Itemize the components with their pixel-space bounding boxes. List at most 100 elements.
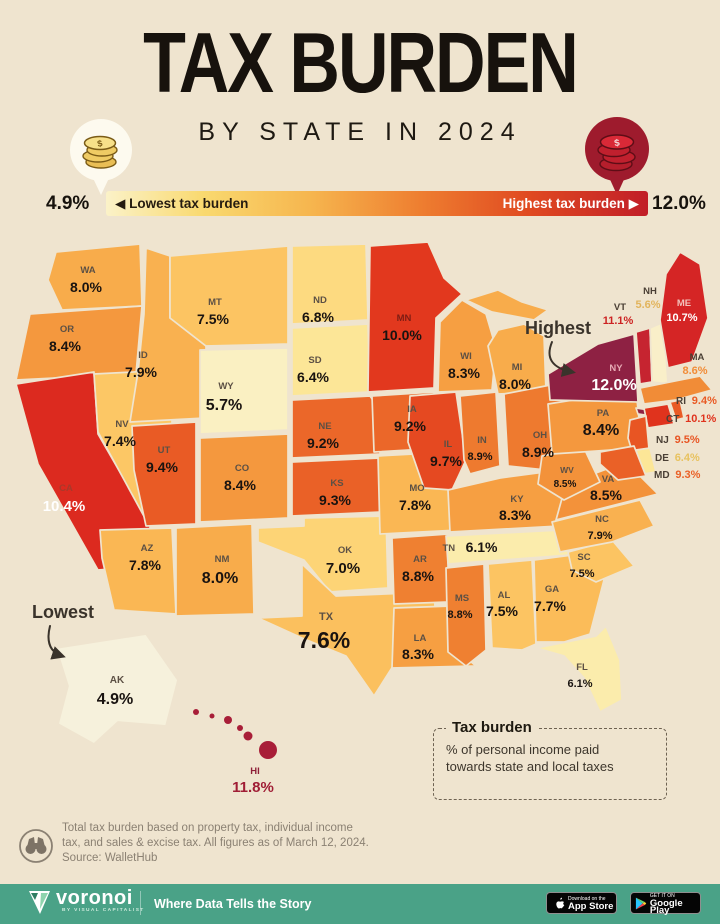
state-label-de: DE 6.4% bbox=[655, 452, 700, 464]
state-value-al: 7.5% bbox=[486, 603, 518, 619]
appstore-small-text: Download on the bbox=[568, 896, 606, 902]
state-value-ks: 9.3% bbox=[319, 492, 351, 508]
state-value-fl: 6.1% bbox=[567, 678, 592, 690]
state-label-nj: NJ 9.5% bbox=[656, 434, 700, 446]
footnote-line1: Total tax burden based on property tax, … bbox=[62, 822, 353, 834]
state-value-ak: 4.9% bbox=[97, 691, 133, 708]
state-label-ak: AK bbox=[110, 675, 125, 686]
state-shape-hi bbox=[193, 709, 277, 759]
high-coin-balloon: $ bbox=[585, 117, 649, 195]
state-label-mi: MI bbox=[512, 362, 523, 373]
state-value-nm: 8.0% bbox=[202, 570, 238, 587]
state-label-ar: AR bbox=[413, 554, 427, 565]
state-label-az: AZ bbox=[141, 543, 154, 554]
legend-high-label: Highest tax burden ▶ bbox=[502, 195, 639, 211]
low-coin-balloon: $ bbox=[70, 119, 132, 195]
highest-arrow bbox=[548, 341, 576, 377]
state-value-la: 8.3% bbox=[402, 646, 434, 662]
state-label-ut: UT bbox=[158, 445, 171, 456]
legend-max-value: 12.0% bbox=[652, 193, 706, 214]
state-label-mn: MN bbox=[397, 313, 412, 324]
state-label-mo: MO bbox=[409, 483, 424, 494]
appstore-big-text: App Store bbox=[568, 901, 614, 912]
state-value-ne: 9.2% bbox=[307, 435, 339, 451]
svg-text:$: $ bbox=[96, 138, 103, 149]
footnote-line3: Source: WalletHub bbox=[62, 852, 158, 864]
page-subtitle: BY STATE IN 2024 bbox=[198, 118, 522, 146]
highest-annotation: Highest bbox=[525, 318, 591, 338]
state-value-ca: 10.4% bbox=[43, 498, 86, 515]
state-shape-nm bbox=[175, 523, 255, 617]
state-value-vt: 11.1% bbox=[603, 315, 634, 327]
legend-low-label: ◀ Lowest tax burden bbox=[115, 195, 249, 211]
state-label-nv: NV bbox=[115, 419, 129, 430]
page-title: TAX BURDEN bbox=[143, 15, 579, 111]
state-label-ri: RI 9.4% bbox=[676, 395, 717, 407]
infobox-title: Tax burden bbox=[446, 719, 538, 736]
state-label-vt: VT bbox=[614, 302, 626, 313]
state-label-id: ID bbox=[138, 350, 148, 361]
us-choropleth-map: WA 8.0% OR 8.4% ID 7.9% MT 7.5% ND 6.8% … bbox=[15, 241, 717, 796]
state-shape-ri bbox=[669, 399, 685, 421]
voronoi-logo-icon bbox=[29, 891, 50, 914]
state-shape-ma bbox=[639, 375, 713, 405]
state-value-nd: 6.8% bbox=[302, 309, 334, 325]
brand-byline: BY VISUAL CAPITALIST bbox=[62, 908, 145, 913]
state-value-sd: 6.4% bbox=[297, 369, 329, 385]
infobox-line1: % of personal income paid bbox=[446, 742, 600, 757]
tax-burden-definition-box: Tax burden % of personal income paid tow… bbox=[433, 719, 667, 800]
state-shape-mi bbox=[465, 289, 549, 395]
state-label-wv: WV bbox=[560, 465, 574, 475]
state-value-il: 9.7% bbox=[430, 453, 462, 469]
state-label-ia: IA bbox=[407, 404, 417, 415]
state-value-ga: 7.7% bbox=[534, 598, 566, 614]
app-store-badge[interactable]: Download on the App Store bbox=[546, 892, 617, 914]
lowest-annotation: Lowest bbox=[32, 602, 94, 622]
state-label-tn: TN 6.1% bbox=[442, 538, 498, 555]
state-value-hi: 11.8% bbox=[232, 779, 274, 796]
state-shape-in bbox=[459, 391, 501, 475]
state-shape-co bbox=[199, 433, 289, 523]
state-value-nh: 5.6% bbox=[635, 299, 660, 311]
state-label-sd: SD bbox=[308, 355, 321, 366]
state-value-ms: 8.8% bbox=[447, 609, 472, 621]
state-label-il: IL bbox=[444, 439, 453, 450]
state-shape-ut bbox=[131, 421, 197, 527]
state-shape-nd bbox=[291, 243, 369, 325]
state-value-nv: 7.4% bbox=[104, 433, 136, 449]
state-label-ct: CT 10.1% bbox=[666, 413, 717, 425]
google-play-badge[interactable]: GET IT ON Google Play bbox=[630, 892, 701, 915]
state-label-mt: MT bbox=[208, 297, 222, 308]
state-value-ny: 12.0% bbox=[591, 377, 636, 394]
gplay-small-text: GET IT ON bbox=[649, 892, 675, 899]
legend-gradient-bar: ◀ Lowest tax burden Highest tax burden ▶ bbox=[106, 191, 648, 216]
red-coins-icon: $ bbox=[597, 134, 636, 172]
state-label-wi: WI bbox=[460, 351, 472, 362]
state-value-oh: 8.9% bbox=[522, 444, 554, 460]
state-value-mt: 7.5% bbox=[197, 311, 229, 327]
state-value-mn: 10.0% bbox=[382, 327, 422, 343]
state-label-md: MD 9.3% bbox=[654, 469, 701, 481]
state-shape-mt bbox=[169, 245, 289, 347]
state-shape-sd bbox=[291, 323, 371, 397]
state-label-ca: CA bbox=[59, 483, 73, 494]
state-value-pa: 8.4% bbox=[583, 422, 619, 439]
svg-text:$: $ bbox=[614, 137, 622, 149]
legend-min-value: 4.9% bbox=[46, 193, 90, 214]
state-value-ma: 8.6% bbox=[682, 365, 707, 377]
footnote-line2: tax, and sales & excise tax. All figures… bbox=[62, 837, 369, 849]
state-label-nh: NH bbox=[643, 286, 657, 297]
gold-coins-icon: $ bbox=[82, 135, 118, 169]
state-value-mo: 7.8% bbox=[399, 497, 431, 513]
state-label-ma: MA bbox=[690, 352, 705, 363]
state-label-co: CO bbox=[235, 463, 249, 474]
state-value-wi: 8.3% bbox=[448, 365, 480, 381]
state-value-or: 8.4% bbox=[49, 338, 81, 354]
apple-icon bbox=[556, 897, 565, 909]
state-label-oh: OH bbox=[533, 430, 547, 441]
state-label-or: OR bbox=[60, 324, 74, 335]
state-value-az: 7.8% bbox=[129, 557, 161, 573]
state-shape-az bbox=[99, 527, 177, 615]
state-value-ar: 8.8% bbox=[402, 568, 434, 584]
state-shape-me bbox=[659, 251, 709, 369]
